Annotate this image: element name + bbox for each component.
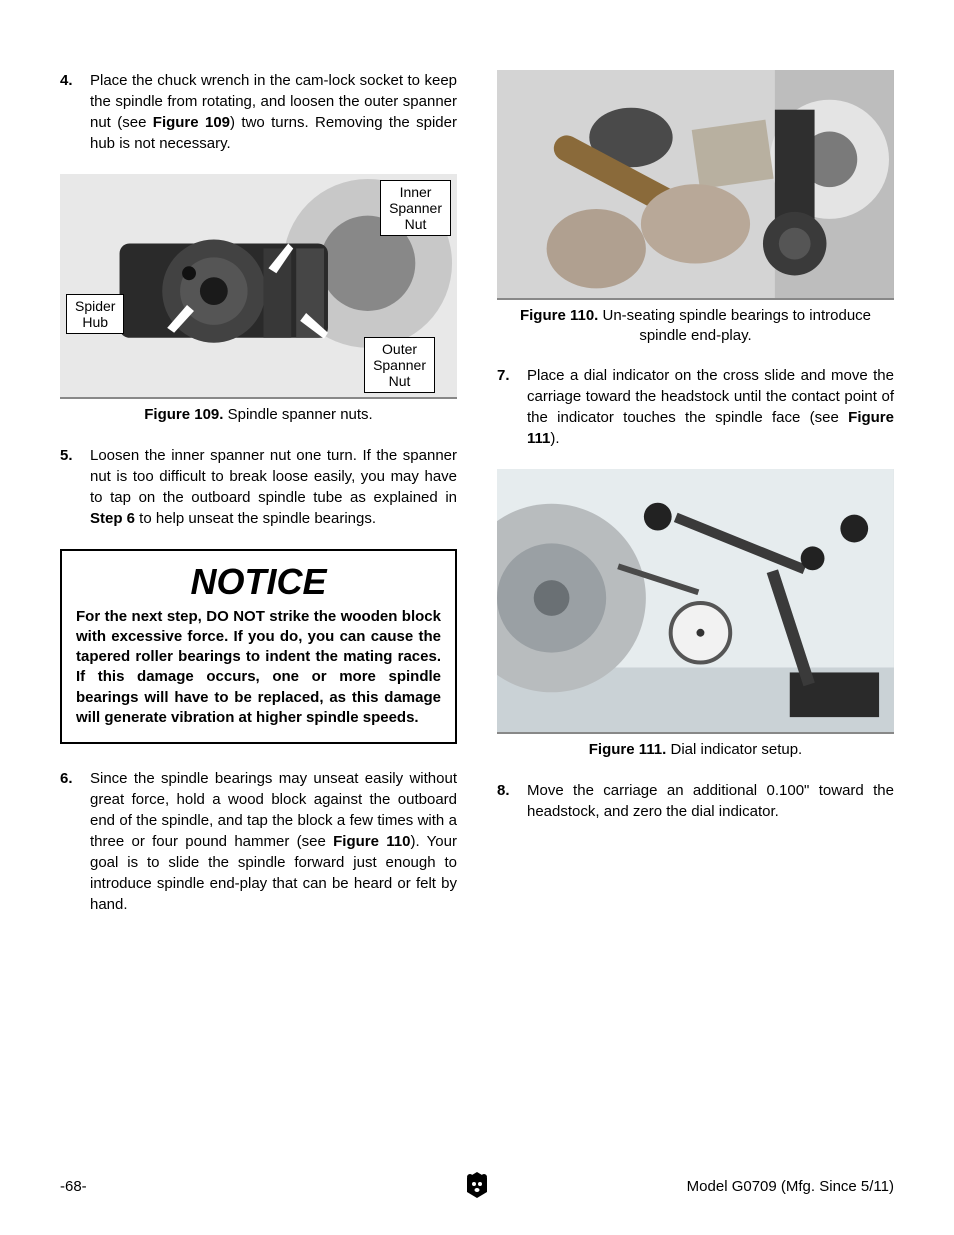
- figure-109: Inner Spanner Nut Spider Hub Outer Spann…: [60, 174, 457, 425]
- step-8-number: 8.: [497, 780, 527, 822]
- figure-111-svg: [497, 469, 894, 732]
- figure-110-image: [497, 70, 894, 300]
- page-number: -68-: [60, 1178, 87, 1195]
- footer-logo-icon: [463, 1170, 491, 1204]
- callout-inner-spanner: Inner Spanner Nut: [380, 180, 451, 236]
- figure-111: Figure 111. Dial indicator setup.: [497, 469, 894, 760]
- step-7-number: 7.: [497, 365, 527, 449]
- notice-body: For the next step, DO NOT strike the woo…: [76, 607, 441, 729]
- model-info: Model G0709 (Mfg. Since 5/11): [687, 1178, 894, 1195]
- right-column: Figure 110. Un-seating spindle bearings …: [497, 70, 894, 935]
- step-5-number: 5.: [60, 445, 90, 529]
- page-content: 4. Place the chuck wrench in the cam-loc…: [0, 0, 954, 975]
- step-6: 6. Since the spindle bearings may unseat…: [60, 768, 457, 915]
- step-4-number: 4.: [60, 70, 90, 154]
- figure-109-caption: Figure 109. Spindle spanner nuts.: [60, 405, 457, 425]
- page-footer: -68- Model G0709 (Mfg. Since 5/11): [60, 1178, 894, 1195]
- figure-110-caption: Figure 110. Un-seating spindle bearings …: [497, 306, 894, 345]
- step-6-text: Since the spindle bearings may unseat ea…: [90, 768, 457, 915]
- notice-title: NOTICE: [76, 561, 441, 603]
- figure-110-svg: [497, 70, 894, 298]
- figure-109-image: Inner Spanner Nut Spider Hub Outer Spann…: [60, 174, 457, 399]
- step-4-text: Place the chuck wrench in the cam-lock s…: [90, 70, 457, 154]
- callout-outer-spanner: Outer Spanner Nut: [364, 337, 435, 393]
- step-4: 4. Place the chuck wrench in the cam-loc…: [60, 70, 457, 154]
- step-8: 8. Move the carriage an additional 0.100…: [497, 780, 894, 822]
- figure-111-image: [497, 469, 894, 734]
- step-7-text: Place a dial indicator on the cross slid…: [527, 365, 894, 449]
- notice-box: NOTICE For the next step, DO NOT strike …: [60, 549, 457, 745]
- figure-110: Figure 110. Un-seating spindle bearings …: [497, 70, 894, 345]
- step-8-text: Move the carriage an additional 0.100" t…: [527, 780, 894, 822]
- figure-111-caption: Figure 111. Dial indicator setup.: [497, 740, 894, 760]
- step-5-text: Loosen the inner spanner nut one turn. I…: [90, 445, 457, 529]
- step-6-number: 6.: [60, 768, 90, 915]
- left-column: 4. Place the chuck wrench in the cam-loc…: [60, 70, 457, 935]
- callout-spider-hub: Spider Hub: [66, 294, 124, 334]
- step-5: 5. Loosen the inner spanner nut one turn…: [60, 445, 457, 529]
- step-7: 7. Place a dial indicator on the cross s…: [497, 365, 894, 449]
